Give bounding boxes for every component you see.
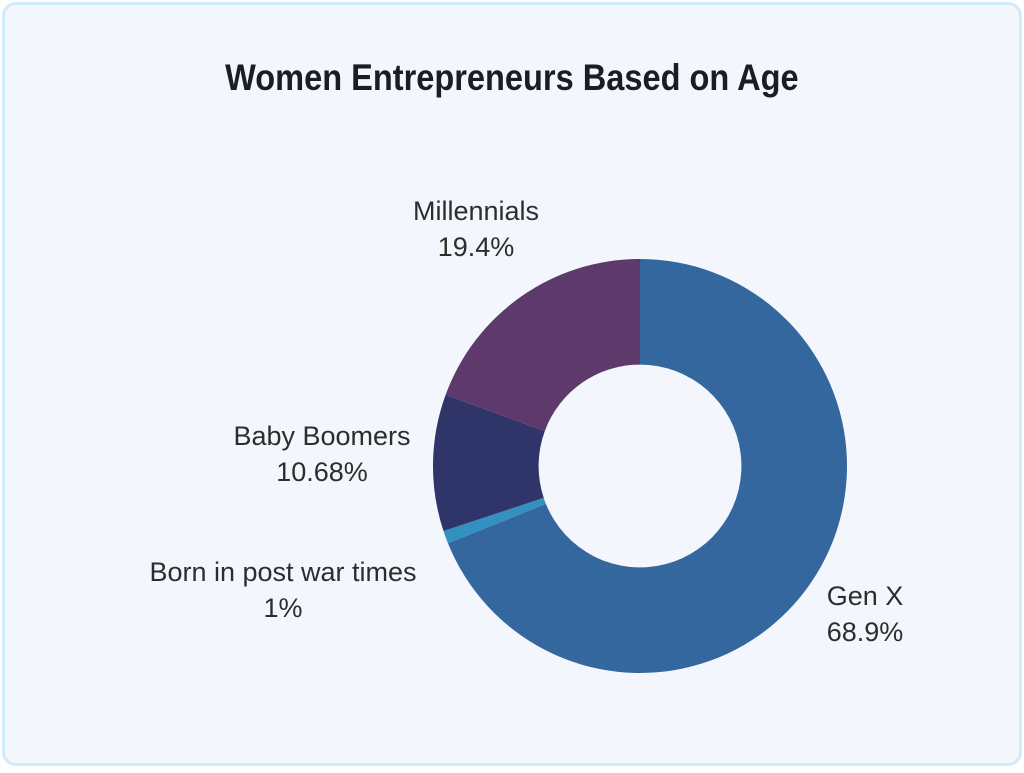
slice-label-gen-x: Gen X 68.9% <box>765 578 965 650</box>
slice-label-text: Baby Boomers <box>233 421 411 451</box>
pie-slice-born-in-post-war-times <box>443 497 546 544</box>
slice-label-born-in-post-war-times: Born in post war times 1% <box>83 554 483 626</box>
slice-label-millennials: Millennials 19.4% <box>326 193 626 265</box>
slice-value-text: 68.9% <box>826 617 904 647</box>
pie-slice-millennials <box>445 259 640 432</box>
slice-label-baby-boomers: Baby Boomers 10.68% <box>172 418 472 490</box>
pie-slice-gen-x <box>447 259 847 674</box>
chart-title: Women Entrepreneurs Based on Age <box>225 57 799 98</box>
pie-slice-baby-boomers <box>432 394 545 532</box>
donut-chart <box>432 259 847 674</box>
chart-title-wrap: Women Entrepreneurs Based on Age <box>5 57 1019 99</box>
slice-value-text: 10.68% <box>276 457 368 487</box>
slice-label-text: Born in post war times <box>149 557 417 587</box>
slice-label-text: Gen X <box>826 581 904 611</box>
slice-label-text: Millennials <box>412 196 540 226</box>
slice-value-text: 19.4% <box>437 232 515 262</box>
slice-value-text: 1% <box>263 593 303 623</box>
